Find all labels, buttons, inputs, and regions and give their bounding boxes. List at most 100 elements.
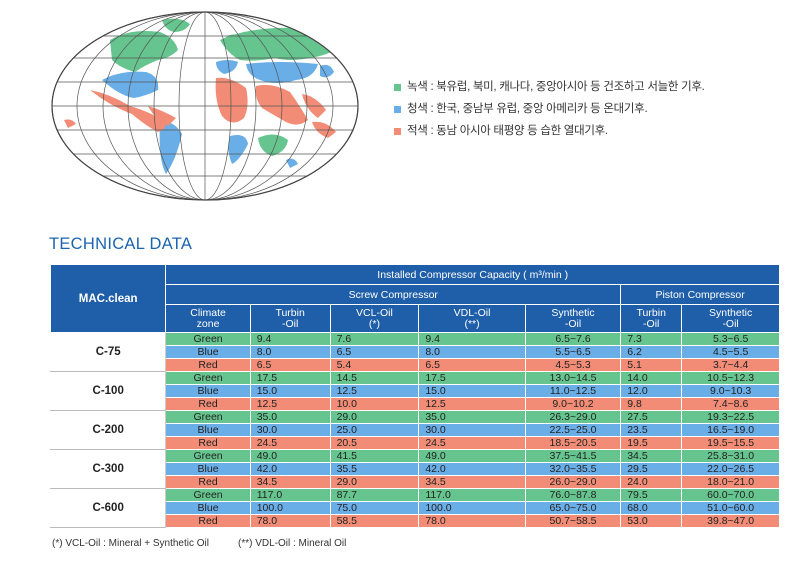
climate-zone-cell: Red <box>165 475 251 489</box>
capacity-cell: 25.0 <box>329 423 420 437</box>
capacity-cell: 7.4~8.6 <box>681 397 780 411</box>
capacity-cell: 4.5~5.3 <box>524 358 622 372</box>
capacity-cell: 9.0~10.2 <box>524 397 622 411</box>
column-header: Turbin -Oil <box>620 304 683 333</box>
legend-item-blue: 청색 : 한국, 중남부 유럽, 중앙 아메리카 등 온대기후. <box>394 102 705 124</box>
capacity-cell: 34.5 <box>418 475 526 489</box>
climate-zone-cell: Blue <box>165 501 251 515</box>
capacity-cell: 23.5 <box>620 423 683 437</box>
capacity-cell: 3.7~4.4 <box>681 358 780 372</box>
capacity-cell: 29.0 <box>329 410 420 424</box>
table-row: Red 34.5 29.0 34.5 26.0~29.0 24.0 18.0~21.0 <box>51 475 780 489</box>
capacity-cell: 9.0~10.3 <box>681 384 780 398</box>
table-row: Red 78.0 58.5 78.0 50.7~58.5 53.0 39.8~47.0 <box>51 514 780 528</box>
capacity-cell: 8.0 <box>249 345 331 359</box>
model-name: C-200 <box>49 410 167 450</box>
table-row: C-600 Green 117.0 87.7 117.0 76.0~87.8 79.5 60.… <box>49 488 780 528</box>
capacity-cell: 29.5 <box>620 462 683 476</box>
climate-zone-cell: Blue <box>165 384 251 398</box>
capacity-cell: 75.0 <box>329 501 420 515</box>
capacity-cell: 22.0~26.5 <box>681 462 780 476</box>
capacity-cell: 41.5 <box>329 449 420 463</box>
capacity-cell: 29.0 <box>329 475 420 489</box>
capacity-cell: 78.0 <box>418 514 526 528</box>
capacity-cell: 26.0~29.0 <box>524 475 622 489</box>
model-name: C-75 <box>49 332 167 372</box>
climate-zone-cell: Green <box>165 332 251 346</box>
column-header-line: Synthetic <box>709 306 753 319</box>
capacity-cell: 12.0 <box>620 384 683 398</box>
climate-zone-cell: Red <box>165 514 251 528</box>
capacity-cell: 19.5~15.5 <box>681 436 780 450</box>
green-square-icon <box>394 84 401 91</box>
capacity-cell: 51.0~60.0 <box>681 501 780 515</box>
capacity-cell: 6.5 <box>249 358 331 372</box>
climate-zone-cell: Red <box>165 358 251 372</box>
capacity-cell: 68.0 <box>620 501 683 515</box>
legend-item-red: 적색 : 동남 아시아 태평양 등 습한 열대기후. <box>394 124 705 146</box>
capacity-cell: 26.3~29.0 <box>524 410 622 424</box>
capacity-cell: 49.0 <box>249 449 331 463</box>
legend-item-green: 녹색 : 북유럽, 북미, 캐나다, 중앙아시아 등 건조하고 서늘한 기후. <box>394 80 705 102</box>
capacity-header: Installed Compressor Capacity ( m³/min ) <box>165 264 780 285</box>
capacity-cell: 30.0 <box>418 423 526 437</box>
capacity-cell: 18.0~21.0 <box>681 475 780 489</box>
capacity-cell: 79.5 <box>620 488 683 502</box>
capacity-cell: 78.0 <box>249 514 331 528</box>
capacity-cell: 53.0 <box>620 514 683 528</box>
capacity-cell: 25.8~31.0 <box>681 449 780 463</box>
capacity-cell: 30.0 <box>249 423 331 437</box>
model-name: C-300 <box>49 449 167 489</box>
capacity-cell: 12.5 <box>329 384 420 398</box>
capacity-cell: 14.5 <box>329 371 420 385</box>
capacity-cell: 16.5~19.0 <box>681 423 780 437</box>
capacity-cell: 76.0~87.8 <box>524 488 622 502</box>
capacity-cell: 117.0 <box>418 488 526 502</box>
red-square-icon <box>394 128 401 135</box>
column-header-line: Turbin <box>275 306 305 319</box>
capacity-cell: 11.0~12.5 <box>524 384 622 398</box>
climate-zone-cell: Red <box>165 397 251 411</box>
table-row: C-75 Green 9.4 7.6 9.4 6.5~7.6 7.3 5.3~6.5 <box>49 332 780 372</box>
column-header-line: Synthetic <box>551 306 595 319</box>
capacity-cell: 10.5~12.3 <box>681 371 780 385</box>
capacity-cell: 14.0 <box>620 371 683 385</box>
column-header-line: -Oil <box>722 317 739 330</box>
climate-legend: 녹색 : 북유럽, 북미, 캐나다, 중앙아시아 등 건조하고 서늘한 기후. … <box>394 80 705 146</box>
capacity-cell: 6.5 <box>329 345 420 359</box>
capacity-cell: 35.5 <box>329 462 420 476</box>
column-header-line: -Oil <box>564 317 582 330</box>
capacity-cell: 15.0 <box>418 384 526 398</box>
capacity-cell: 37.5~41.5 <box>524 449 622 463</box>
legend-text-green: 녹색 : 북유럽, 북미, 캐나다, 중앙아시아 등 건조하고 서늘한 기후. <box>407 81 705 93</box>
capacity-cell: 12.5 <box>249 397 331 411</box>
capacity-cell: 5.1 <box>620 358 683 372</box>
capacity-cell: 35.0 <box>418 410 526 424</box>
column-header: Climate zone <box>165 304 251 333</box>
capacity-cell: 9.4 <box>418 332 526 346</box>
column-header-line: VCL-Oil <box>356 306 393 319</box>
capacity-cell: 10.0 <box>329 397 420 411</box>
section-title: TECHNICAL DATA <box>49 235 193 253</box>
column-header: Synthetic -Oil <box>524 304 622 333</box>
capacity-cell: 7.3 <box>620 332 683 346</box>
capacity-cell: 58.5 <box>329 514 420 528</box>
capacity-cell: 87.7 <box>329 488 420 502</box>
capacity-cell: 15.0 <box>249 384 331 398</box>
capacity-cell: 22.5~25.0 <box>524 423 622 437</box>
climate-zone-cell: Red <box>165 436 251 450</box>
capacity-cell: 12.5 <box>418 397 526 411</box>
capacity-cell: 35.0 <box>249 410 331 424</box>
capacity-cell: 27.5 <box>620 410 683 424</box>
world-climate-map <box>51 11 359 201</box>
capacity-cell: 6.5 <box>418 358 526 372</box>
column-header-line: -Oil <box>643 317 660 330</box>
climate-zone-cell: Green <box>165 371 251 385</box>
column-header-line: Turbin <box>636 306 666 319</box>
capacity-cell: 17.5 <box>418 371 526 385</box>
capacity-cell: 60.0~70.0 <box>681 488 780 502</box>
capacity-cell: 34.5 <box>249 475 331 489</box>
capacity-cell: 39.8~47.0 <box>681 514 780 528</box>
model-name: C-100 <box>49 371 167 411</box>
capacity-cell: 42.0 <box>418 462 526 476</box>
